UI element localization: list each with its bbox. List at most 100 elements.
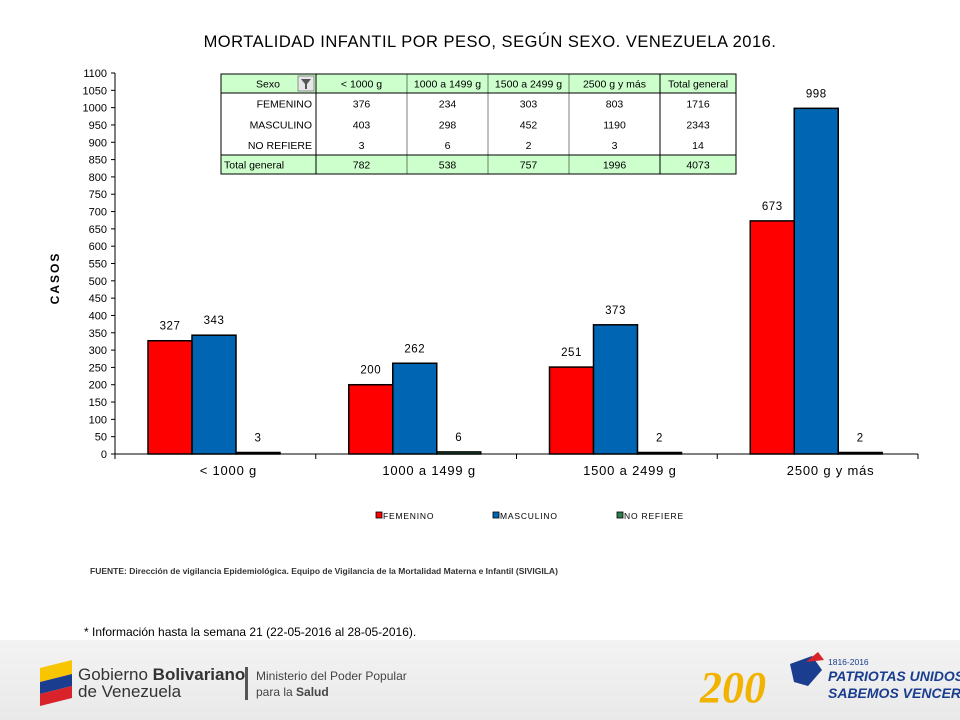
y-tick-label: 150 xyxy=(89,397,107,409)
source-text: FUENTE: Dirección de vigilancia Epidemio… xyxy=(90,566,558,576)
data-label: 2 xyxy=(857,433,864,445)
legend-swatch xyxy=(616,511,624,519)
y-tick-label: 950 xyxy=(89,120,107,132)
table-cell: 4073 xyxy=(686,160,710,172)
legend-swatch xyxy=(492,511,500,519)
y-tick-label: 400 xyxy=(89,310,107,322)
table-cell: 1996 xyxy=(603,160,627,172)
table-cell: 757 xyxy=(520,160,538,172)
table-header-cell: Total general xyxy=(668,79,728,91)
ministry-line1: Ministerio del Poder Popular xyxy=(256,669,407,683)
horseman-icon xyxy=(790,652,824,686)
y-tick-label: 350 xyxy=(89,328,107,340)
bar-femenino xyxy=(348,383,394,455)
y-axis-label: CASOS xyxy=(48,252,62,305)
bar-no-refiere xyxy=(235,451,281,455)
y-tick-label: 250 xyxy=(89,362,107,374)
table-cell: 803 xyxy=(606,99,624,111)
footer-divider xyxy=(245,667,248,700)
bar-no-refiere xyxy=(636,451,683,455)
y-tick-label: 600 xyxy=(89,241,107,253)
table-header-cell: 1000 a 1499 g xyxy=(414,79,481,91)
legend-label: MASCULINO xyxy=(500,511,558,521)
venezuela-flag-logo xyxy=(40,660,72,706)
data-label: 327 xyxy=(160,321,181,333)
table-cell: 1190 xyxy=(603,120,626,132)
y-tick-label: 200 xyxy=(89,380,107,392)
table-cell: 1716 xyxy=(686,99,710,111)
y-tick-label: 650 xyxy=(89,224,107,236)
y-tick-label: 700 xyxy=(89,207,107,219)
table-cell: 6 xyxy=(445,140,451,152)
y-tick-label: 900 xyxy=(89,137,107,149)
data-label: 262 xyxy=(404,343,425,355)
data-label: 998 xyxy=(806,88,827,100)
table-cell: 2 xyxy=(526,140,532,152)
data-label: 2 xyxy=(656,433,663,445)
bicentennial-number: 200 xyxy=(699,663,766,712)
table-header-cell: 1500 a 2499 g xyxy=(495,79,562,91)
ministry-line2: para la Salud xyxy=(256,685,329,699)
table-cell: 234 xyxy=(439,99,457,111)
x-category-label: 1000 a 1499 g xyxy=(382,463,476,478)
x-category-label: 2500 g y más xyxy=(787,463,875,478)
y-tick-label: 800 xyxy=(89,172,107,184)
y-tick-label: 300 xyxy=(89,345,107,357)
table-header-cell: 2500 g y más xyxy=(583,79,646,91)
data-label: 343 xyxy=(204,315,225,327)
table-cell: 14 xyxy=(692,140,704,152)
table-header-cell: Sexo xyxy=(256,79,280,91)
table-cell: FEMENINO xyxy=(257,99,312,111)
chart-title: MORTALIDAD INFANTIL POR PESO, SEGÚN SEXO… xyxy=(204,32,777,51)
gov-name-line2: de Venezuela xyxy=(78,682,182,701)
y-tick-label: 850 xyxy=(89,155,107,167)
table-header-cell: < 1000 g xyxy=(341,79,382,91)
table-cell: Total general xyxy=(224,160,284,172)
table-cell: 303 xyxy=(520,99,538,111)
data-label: 6 xyxy=(455,432,462,444)
axes: 0 50 100 150 200 250 300 350 400 450 500 550 600 650 7… xyxy=(83,68,919,478)
gov-name-line1: Gobierno Bolivariano xyxy=(78,665,245,684)
legend-swatch xyxy=(375,511,383,519)
bar-masculino xyxy=(392,362,438,455)
table-cell: 2343 xyxy=(686,120,710,132)
bar-masculino xyxy=(191,334,237,455)
table-cell: 452 xyxy=(520,120,538,132)
bar-no-refiere xyxy=(837,451,883,455)
legend-label: FEMENINO xyxy=(383,511,434,521)
data-label: 200 xyxy=(360,365,381,377)
table-cell: 782 xyxy=(353,160,371,172)
y-tick-label: 0 xyxy=(101,449,107,461)
y-tick-label: 500 xyxy=(89,276,107,288)
y-tick-label: 50 xyxy=(95,432,107,444)
table-cell: 298 xyxy=(439,120,457,132)
y-tick-label: 1100 xyxy=(83,68,107,80)
y-tick-label: 1000 xyxy=(83,103,107,115)
bar-no-refiere xyxy=(436,451,482,455)
bar-femenino xyxy=(548,366,595,455)
y-tick-label: 450 xyxy=(89,293,107,305)
data-label: 251 xyxy=(561,347,582,359)
table-cell: 3 xyxy=(612,140,618,152)
data-label: 373 xyxy=(605,305,626,317)
data-label: 3 xyxy=(255,433,262,445)
table-cell: 403 xyxy=(353,120,371,132)
table-total-bg xyxy=(221,155,736,174)
bar-femenino xyxy=(749,220,795,455)
slogan-line2: SABEMOS VENCER xyxy=(828,685,960,701)
y-tick-label: 100 xyxy=(89,414,107,426)
table-cell: 3 xyxy=(359,140,365,152)
y-tick-label: 550 xyxy=(89,259,107,271)
x-category-label: 1500 a 2499 g xyxy=(583,463,677,478)
bar-masculino xyxy=(592,324,639,455)
footnote-text: * Información hasta la semana 21 (22-05-… xyxy=(84,625,416,639)
slogan-line1: PATRIOTAS UNIDOS xyxy=(828,668,960,684)
y-tick-label: 1050 xyxy=(83,85,107,97)
table-cell: 376 xyxy=(353,99,371,111)
filter-funnel-shape xyxy=(301,79,311,89)
x-category-label: < 1000 g xyxy=(200,463,257,478)
table-cell: MASCULINO xyxy=(250,120,312,132)
bar-femenino xyxy=(147,339,193,455)
data-table: Sexo < 1000 g 1000 a 1499 g 1500 a 2499 g 25… xyxy=(220,73,737,175)
